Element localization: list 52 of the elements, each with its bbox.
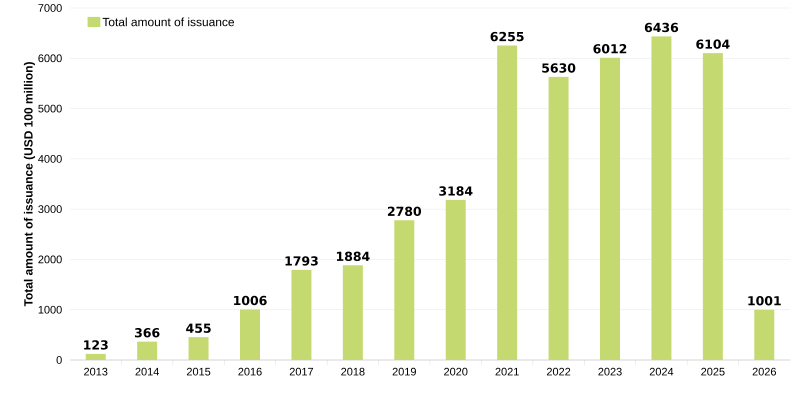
x-tick-label: 2021 (496, 368, 519, 376)
x-tick-label: 2016 (238, 368, 262, 376)
bar (342, 265, 363, 360)
x-tick-label: 2015 (186, 368, 210, 376)
bar (394, 220, 414, 360)
bar (86, 354, 106, 360)
x-tick-label: 2019 (392, 368, 416, 376)
x-tick-label: 2014 (136, 368, 159, 376)
x-tick-label: 2025 (701, 368, 725, 376)
bar (291, 270, 312, 360)
y-tick-label: 3000 (38, 205, 62, 214)
bar (754, 310, 774, 360)
y-tick-label: 0 (56, 356, 62, 364)
x-tick-label: 2023 (598, 368, 622, 376)
data-label: 1006 (234, 296, 267, 306)
x-tick-label: 2018 (341, 368, 365, 376)
bar (651, 36, 672, 360)
data-label: 3184 (439, 186, 472, 196)
y-tick-label: 6000 (38, 54, 62, 62)
x-tick-label: 2020 (444, 368, 468, 376)
data-label: 1884 (336, 252, 370, 262)
x-tick-label: 2026 (752, 368, 776, 376)
y-tick-label: 4000 (38, 154, 62, 163)
bar (702, 53, 723, 360)
bar (497, 45, 518, 360)
bar (446, 200, 466, 360)
data-label: 2780 (388, 206, 422, 216)
data-label: 1793 (286, 256, 318, 266)
data-label: 455 (186, 324, 211, 333)
x-tick-label: 2017 (290, 368, 314, 376)
data-label: 1001 (748, 296, 781, 306)
data-label: 5630 (542, 63, 576, 73)
x-tick-label: 2024 (650, 368, 674, 376)
y-tick-label: 7000 (38, 4, 62, 12)
bar (240, 309, 260, 360)
y-tick-label: 5000 (38, 104, 62, 112)
x-tick-label: 2013 (84, 368, 108, 376)
data-label: 366 (134, 328, 160, 338)
data-label: 6012 (593, 44, 626, 54)
data-label: 6104 (696, 39, 730, 49)
data-label: 123 (84, 340, 108, 350)
y-tick-label: 1000 (38, 306, 62, 314)
legend-label: Total amount of issuance (102, 17, 234, 26)
bar (548, 76, 569, 360)
data-label: 6255 (490, 32, 524, 42)
bar (188, 337, 209, 360)
bar (137, 342, 158, 360)
x-tick-label: 2022 (546, 368, 570, 376)
bar (600, 58, 620, 360)
y-tick-label: 2000 (38, 256, 62, 264)
y-axis-title: Total amount of issuance (USD 100 million) (24, 62, 36, 306)
data-label: 6436 (644, 22, 678, 32)
